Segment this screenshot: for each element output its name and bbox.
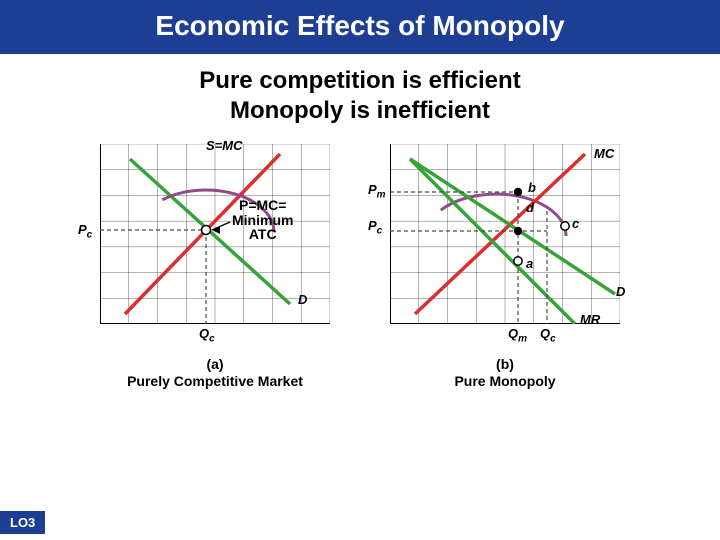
charts-row: S=MC D Pc Qc P=MC= Minimum ATC (a) Purel… [0,144,720,390]
chart-b-caption: (b) Pure Monopoly [454,356,555,390]
subtitle-line2: Monopoly is inefficient [0,96,720,126]
chart-b-wrap: MC D MR Pm Pc b d c a Qm Qc (b) Pure Mon… [390,144,620,390]
chart-a: S=MC D Pc Qc P=MC= Minimum ATC [100,144,330,324]
chart-b-a-label: a [526,256,533,271]
chart-b-demand-label: D [616,284,625,299]
chart-a-pc-label: Pc [78,222,92,241]
chart-b-qc-label: Qc [540,326,556,345]
subtitle: Pure competition is efficient Monopoly i… [0,66,720,126]
chart-b-mc-label: MC [594,146,614,161]
chart-a-svg [100,144,330,324]
chart-b-svg [390,144,620,324]
chart-a-supply-label: S=MC [206,138,242,153]
chart-b: MC D MR Pm Pc b d c a Qm Qc [390,144,620,324]
chart-b-c-label: c [572,216,579,231]
chart-a-demand-label: D [298,292,307,307]
chart-b-pc-label: Pc [368,218,382,237]
chart-b-qm-label: Qm [508,326,527,345]
chart-a-caption: (a) Purely Competitive Market [127,356,303,390]
chart-a-qc-label: Qc [199,326,215,345]
chart-a-annotation: P=MC= Minimum ATC [232,198,293,242]
chart-b-d-label: d [526,200,534,215]
subtitle-line1: Pure competition is efficient [0,66,720,96]
chart-b-b-label: b [528,180,536,195]
page-title: Economic Effects of Monopoly [0,0,720,54]
chart-b-mr-label: MR [580,312,600,327]
chart-b-pm-label: Pm [368,182,386,201]
chart-a-wrap: S=MC D Pc Qc P=MC= Minimum ATC (a) Purel… [100,144,330,390]
learning-objective-badge: LO3 [0,511,45,534]
